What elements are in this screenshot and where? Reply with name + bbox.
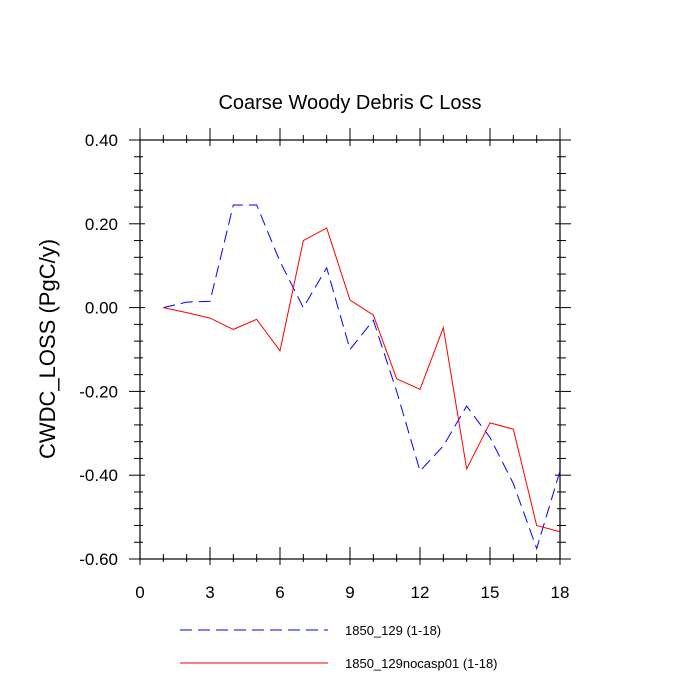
plot-frame xyxy=(139,139,561,560)
series-line-2 xyxy=(163,227,561,533)
series-line-1 xyxy=(163,204,561,551)
y-axis-label: CWDC_LOSS (PgC/y) xyxy=(35,239,60,459)
x-tick-label: 0 xyxy=(135,583,144,602)
axis-ticks xyxy=(129,128,571,565)
series-lines xyxy=(163,204,561,551)
y-tick-label: 0.40 xyxy=(85,131,118,150)
chart-title: Coarse Woody Debris C Loss xyxy=(218,92,481,114)
y-tick-label: 0.20 xyxy=(85,215,118,234)
y-tick-label: 0.00 xyxy=(85,299,118,318)
x-tick-label: 12 xyxy=(411,583,430,602)
legend-label-2: 1850_129nocasp01 (1-18) xyxy=(345,656,498,671)
x-tick-label: 3 xyxy=(205,583,214,602)
y-tick-label: -0.60 xyxy=(79,550,118,569)
legend-label-1: 1850_129 (1-18) xyxy=(345,623,441,638)
x-tick-label: 6 xyxy=(275,583,284,602)
legend: 1850_129 (1-18) 1850_129nocasp01 (1-18) xyxy=(180,623,498,671)
x-tick-label: 15 xyxy=(481,583,500,602)
y-tick-label: -0.40 xyxy=(79,466,118,485)
y-tick-label: -0.20 xyxy=(79,382,118,401)
x-tick-label: 9 xyxy=(345,583,354,602)
x-tick-label: 18 xyxy=(551,583,570,602)
axis-tick-labels: 0 3 6 9 12 15 18 -0.60 -0.40 -0.20 0.00 0.20 0.40 xyxy=(79,131,569,602)
